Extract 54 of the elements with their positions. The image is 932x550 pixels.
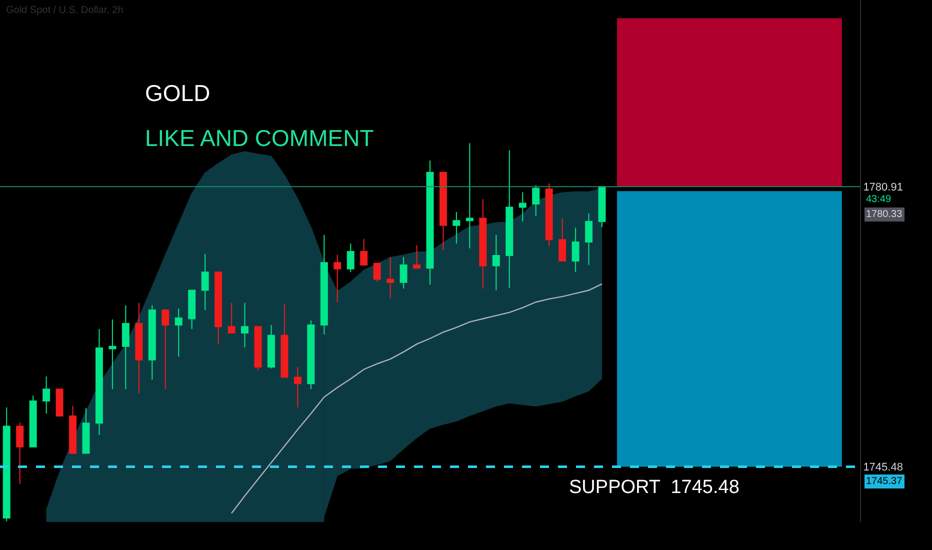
candlestick (42, 376, 50, 414)
candlestick (294, 366, 302, 408)
candlestick (598, 186, 606, 228)
candlestick (69, 405, 77, 454)
candlestick (492, 234, 500, 291)
candlestick (585, 213, 593, 266)
candlestick (174, 308, 182, 358)
candlestick (2, 406, 10, 522)
text: 1780.33 (866, 209, 903, 220)
candlestick (346, 243, 354, 273)
y-tick-label: 1780.91 (863, 181, 903, 194)
candlestick (82, 408, 90, 454)
candlestick (413, 244, 421, 269)
candlestick (479, 198, 487, 290)
candlestick (135, 302, 143, 394)
candlestick (188, 290, 196, 330)
candlestick (558, 218, 566, 262)
candlestick (439, 172, 447, 250)
candlestick (241, 302, 249, 348)
text: GOLD (145, 80, 210, 106)
candlestick (360, 238, 368, 266)
candlestick (56, 388, 64, 417)
candlestick (29, 394, 37, 448)
candlestick (400, 256, 408, 290)
candlestick (466, 142, 474, 249)
text: 1745.37 (866, 476, 903, 487)
candlestick (307, 320, 315, 390)
y-tick-label: 1745.48 (863, 462, 903, 474)
text: 43:49 (866, 194, 892, 205)
candlestick (162, 310, 170, 390)
candlestick (267, 324, 275, 370)
candlestick (280, 304, 288, 378)
candlestick (572, 227, 580, 273)
candlestick (320, 234, 328, 336)
text: LIKE AND COMMENT (145, 125, 374, 151)
candlestick (228, 302, 236, 334)
candlestick (334, 254, 342, 303)
candlestick (506, 150, 514, 288)
candlestick (452, 211, 460, 244)
candlestick (16, 422, 24, 485)
candlestick (122, 304, 130, 390)
candlestick (386, 256, 394, 299)
candlestick (95, 328, 103, 436)
candlestick (201, 253, 209, 311)
candlestick (108, 319, 116, 390)
candlestick (214, 272, 222, 345)
candlestick (545, 182, 553, 246)
candlestick (532, 184, 540, 216)
candlestick (426, 160, 434, 286)
candlestick (254, 326, 262, 371)
candlestick (148, 304, 156, 380)
candlestick (373, 262, 381, 282)
candlestick (518, 192, 526, 222)
ref-line-label: SUPPORT 1745.48 (569, 477, 740, 498)
